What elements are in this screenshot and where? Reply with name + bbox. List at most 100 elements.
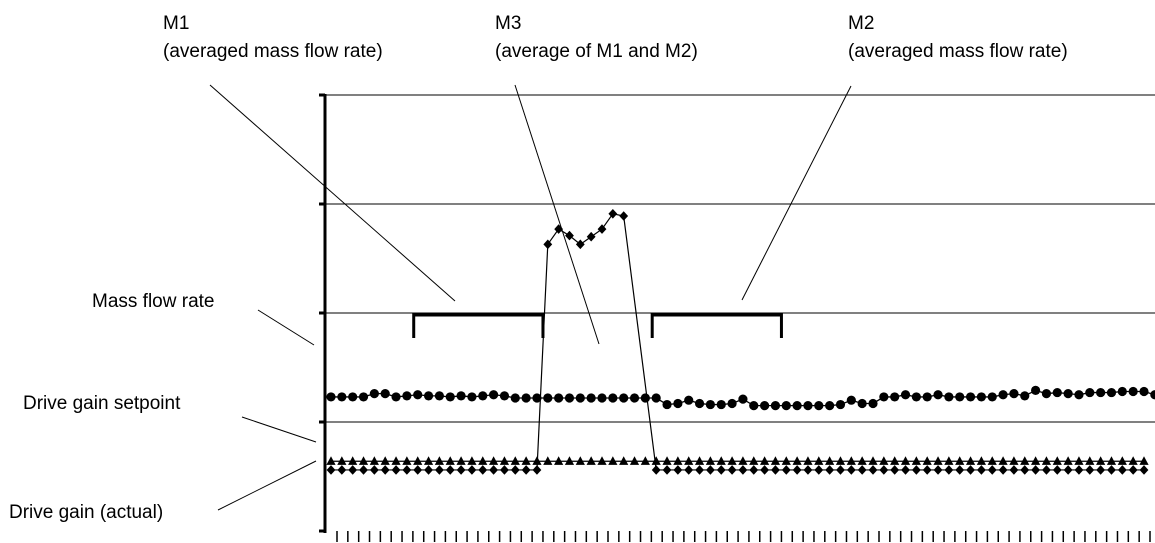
data-point-mass-flow-rate	[760, 401, 770, 411]
data-point-setpoint	[890, 456, 900, 465]
data-point-drive-gain-actual	[944, 465, 954, 475]
data-point-mass-flow-rate	[380, 389, 390, 399]
data-point-mass-flow-rate	[1139, 386, 1149, 397]
data-point-mass-flow-rate	[1041, 389, 1052, 399]
data-point-mass-flow-rate	[1096, 387, 1106, 398]
data-point-drive-gain-actual	[749, 465, 759, 475]
data-point-mass-flow-rate	[684, 395, 694, 405]
leader-m1	[209, 84, 456, 302]
data-point-drive-gain-actual	[760, 465, 769, 475]
data-point-setpoint	[358, 456, 369, 465]
data-point-setpoint	[749, 456, 759, 465]
data-point-setpoint	[933, 456, 943, 465]
data-point-setpoint	[965, 456, 976, 465]
mass-flow-rate-label: Mass flow rate	[92, 291, 215, 312]
data-point-drive-gain-actual	[911, 465, 921, 475]
data-point-drive-gain-actual	[1107, 465, 1116, 475]
data-point-drive-gain-actual	[825, 465, 835, 475]
data-point-drive-gain-actual	[456, 465, 466, 475]
data-point-drive-gain-actual	[337, 465, 347, 475]
m3-title: M3	[495, 13, 522, 34]
data-point-mass-flow-rate	[673, 398, 683, 409]
data-point-drive-gain-actual	[1052, 465, 1062, 475]
data-point-mass-flow-rate	[694, 398, 705, 409]
data-point-setpoint	[434, 456, 444, 465]
data-point-m3	[565, 230, 574, 241]
data-point-setpoint	[760, 456, 770, 465]
data-point-drive-gain-actual	[836, 465, 845, 475]
leader-m2	[741, 85, 852, 301]
data-point-setpoint	[868, 456, 878, 465]
data-point-mass-flow-rate	[1085, 387, 1095, 398]
data-point-mass-flow-rate	[445, 392, 455, 402]
data-point-setpoint	[456, 456, 466, 465]
data-point-mass-flow-rate	[933, 390, 943, 400]
data-point-setpoint	[510, 456, 520, 465]
data-point-setpoint	[1074, 456, 1084, 465]
data-point-drive-gain-actual	[1009, 465, 1019, 475]
data-point-drive-gain-actual	[716, 465, 726, 475]
data-point-mass-flow-rate	[749, 401, 759, 411]
data-point-mass-flow-rate	[1074, 390, 1084, 400]
data-point-m3	[543, 239, 553, 250]
data-point-mass-flow-rate	[1106, 387, 1117, 398]
data-point-mass-flow-rate	[900, 390, 911, 400]
data-point-mass-flow-rate	[727, 398, 737, 409]
m3-description: (average of M1 and M2)	[495, 41, 698, 62]
data-point-drive-gain-actual	[922, 465, 932, 475]
data-point-mass-flow-rate	[1063, 389, 1073, 399]
data-point-mass-flow-rate	[922, 392, 932, 402]
data-point-mass-flow-rate	[1020, 391, 1030, 401]
data-point-setpoint	[467, 456, 477, 465]
data-point-setpoint	[1117, 456, 1127, 465]
data-point-drive-gain-actual	[673, 465, 683, 475]
data-point-m3	[608, 209, 618, 219]
data-point-mass-flow-rate	[423, 391, 434, 401]
leader-mass-flow-rate	[257, 309, 315, 346]
data-point-drive-gain-actual	[814, 465, 824, 475]
m1-title: M1	[163, 13, 190, 34]
data-point-mass-flow-rate	[391, 392, 401, 402]
data-point-drive-gain-actual	[467, 465, 477, 475]
data-point-mass-flow-rate	[629, 393, 640, 403]
data-point-setpoint	[423, 456, 434, 465]
data-point-setpoint	[640, 456, 650, 465]
data-point-drive-gain-actual	[1096, 465, 1106, 475]
data-point-setpoint	[944, 456, 954, 465]
data-point-mass-flow-rate	[586, 393, 596, 403]
data-point-setpoint	[879, 456, 889, 465]
data-point-setpoint	[554, 456, 564, 465]
data-point-mass-flow-rate	[532, 393, 542, 403]
data-point-mass-flow-rate	[879, 392, 889, 402]
m2-description: (averaged mass flow rate)	[848, 41, 1068, 62]
data-point-setpoint	[835, 456, 846, 465]
data-point-mass-flow-rate	[1031, 385, 1041, 395]
data-point-setpoint	[478, 456, 488, 465]
data-point-drive-gain-actual	[1128, 465, 1138, 475]
data-point-setpoint	[955, 456, 965, 465]
data-point-drive-gain-actual	[521, 465, 531, 475]
data-point-setpoint	[792, 456, 802, 465]
data-point-mass-flow-rate	[478, 391, 488, 401]
data-point-setpoint	[326, 456, 336, 465]
data-point-drive-gain-actual	[651, 465, 661, 475]
data-point-drive-gain-actual	[738, 465, 748, 475]
data-point-setpoint	[543, 456, 553, 465]
data-point-setpoint	[369, 456, 379, 465]
data-point-setpoint	[619, 456, 629, 465]
data-point-mass-flow-rate	[575, 393, 585, 403]
data-point-drive-gain-actual	[662, 465, 672, 475]
data-point-setpoint	[684, 456, 694, 465]
data-point-mass-flow-rate	[911, 392, 921, 402]
data-point-setpoint	[391, 456, 401, 465]
bracket-m2	[650, 313, 783, 338]
data-point-mass-flow-rate	[1052, 387, 1062, 398]
data-point-mass-flow-rate	[326, 392, 336, 402]
data-point-drive-gain-actual	[803, 465, 813, 475]
data-point-setpoint	[716, 456, 726, 465]
data-point-drive-gain-actual	[500, 465, 509, 475]
data-point-mass-flow-rate	[814, 401, 824, 411]
data-point-drive-gain-actual	[359, 465, 368, 475]
data-point-setpoint	[337, 456, 347, 465]
